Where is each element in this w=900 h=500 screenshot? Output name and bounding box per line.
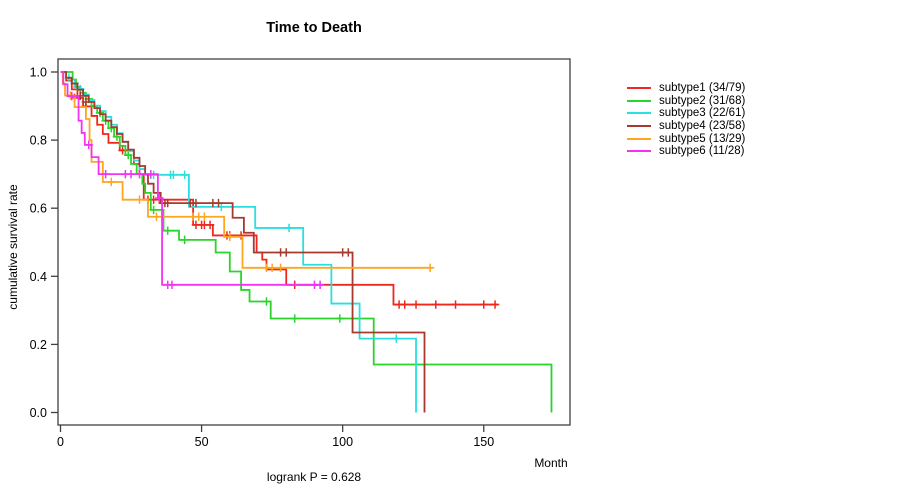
legend-line-swatch (627, 99, 651, 102)
x-axis-label: Month (534, 456, 568, 470)
censor-mark (225, 232, 235, 242)
legend-item-subtype5: subtype5 (13/29) (627, 132, 745, 145)
censor-mark (479, 300, 488, 309)
legend-item-subtype4: subtype4 (23/58) (627, 120, 745, 133)
censor-mark (451, 300, 460, 309)
censor-mark (146, 169, 155, 179)
censor-mark (236, 231, 246, 240)
censor-mark (392, 334, 401, 343)
censor-mark (155, 193, 164, 203)
y-tick-label: 0.0 (30, 406, 47, 420)
chart-title: Time to Death (266, 20, 362, 36)
censor-mark (169, 170, 178, 180)
censor-mark (315, 280, 325, 290)
curve-subtype4 (60, 71, 426, 413)
survival-step-line (60, 71, 417, 413)
legend-item-label: subtype4 (23/58) (659, 120, 746, 133)
curve-subtype3 (60, 71, 417, 413)
legend-item-label: subtype1 (34/79) (659, 82, 746, 95)
censor-mark (101, 169, 110, 179)
censor-mark (135, 169, 144, 179)
censor-mark (200, 212, 209, 221)
axes: 0 50 100 150 0.0 0.2 0.4 0.6 0.8 1.0 (30, 58, 571, 449)
censor-mark (400, 300, 409, 309)
legend-line-swatch (627, 137, 651, 140)
x-tick-label: 0 (57, 435, 64, 449)
x-tick-label: 100 (332, 435, 353, 449)
curve-subtype2 (60, 71, 553, 413)
y-tick-label: 0.2 (30, 338, 47, 352)
survival-step-line (60, 71, 553, 413)
legend-line-swatch (627, 125, 651, 128)
curve-subtype6 (60, 71, 325, 290)
survival-step-line (60, 71, 426, 413)
legend-item-label: subtype6 (11/28) (659, 145, 745, 158)
logrank-pvalue-label: logrank P = 0.628 (266, 470, 362, 484)
legend-line-swatch (627, 112, 651, 115)
censor-mark (163, 198, 172, 208)
censor-mark (135, 195, 144, 204)
survival-step-line (60, 71, 433, 269)
censor-mark (84, 140, 93, 150)
y-tick-label: 0.6 (30, 202, 47, 216)
legend-line-swatch (627, 150, 651, 153)
legend-item-label: subtype2 (31/68) (659, 94, 746, 107)
censor-mark (276, 263, 285, 272)
censor-mark (214, 198, 223, 208)
censor-mark (167, 280, 177, 290)
censor-mark (205, 220, 215, 230)
curve-subtype1 (60, 71, 500, 309)
censor-mark (126, 169, 136, 179)
y-tick-label: 1.0 (30, 66, 47, 80)
censor-mark (262, 297, 271, 306)
censor-mark (81, 97, 91, 107)
y-axis-label: cumulative survival rate (6, 184, 20, 310)
censor-mark (344, 248, 353, 257)
censor-mark (335, 314, 345, 323)
censor-mark (180, 235, 189, 245)
survival-step-line (60, 71, 498, 306)
censor-mark (124, 150, 133, 160)
censor-mark (282, 248, 291, 257)
plot-frame (57, 58, 571, 426)
censor-mark (163, 226, 172, 235)
censor-mark (411, 300, 421, 309)
x-tick-label: 150 (473, 435, 494, 449)
censor-mark (67, 91, 76, 101)
legend-item-label: subtype3 (22/61) (659, 107, 746, 120)
censor-mark (180, 170, 189, 180)
y-tick-label: 0.4 (30, 270, 47, 284)
censor-mark (149, 205, 158, 215)
legend-item-subtype6: subtype6 (11/28) (627, 145, 745, 158)
censor-mark (425, 263, 435, 272)
y-tick-label: 0.8 (30, 134, 47, 148)
censor-mark (290, 314, 299, 323)
legend-item-subtype1: subtype1 (34/79) (627, 82, 745, 95)
legend-item-label: subtype5 (13/29) (659, 132, 746, 145)
x-axis: 0 50 100 150 (57, 425, 494, 449)
censor-mark (284, 223, 294, 233)
x-tick-label: 50 (195, 435, 209, 449)
legend: subtype1 (34/79) subtype2 (31/68) subtyp… (627, 82, 745, 158)
censor-mark (107, 177, 116, 187)
y-axis: 0.0 0.2 0.4 0.6 0.8 1.0 (30, 66, 58, 420)
survival-step-line (60, 71, 323, 286)
curve-subtype5 (60, 71, 435, 272)
legend-line-swatch (627, 87, 651, 90)
legend-item-subtype3: subtype3 (22/61) (627, 107, 745, 120)
censor-mark (490, 300, 500, 309)
legend-item-subtype2: subtype2 (31/68) (627, 95, 745, 108)
censor-mark (267, 263, 277, 272)
censor-mark (431, 300, 440, 309)
censor-mark (191, 198, 201, 208)
